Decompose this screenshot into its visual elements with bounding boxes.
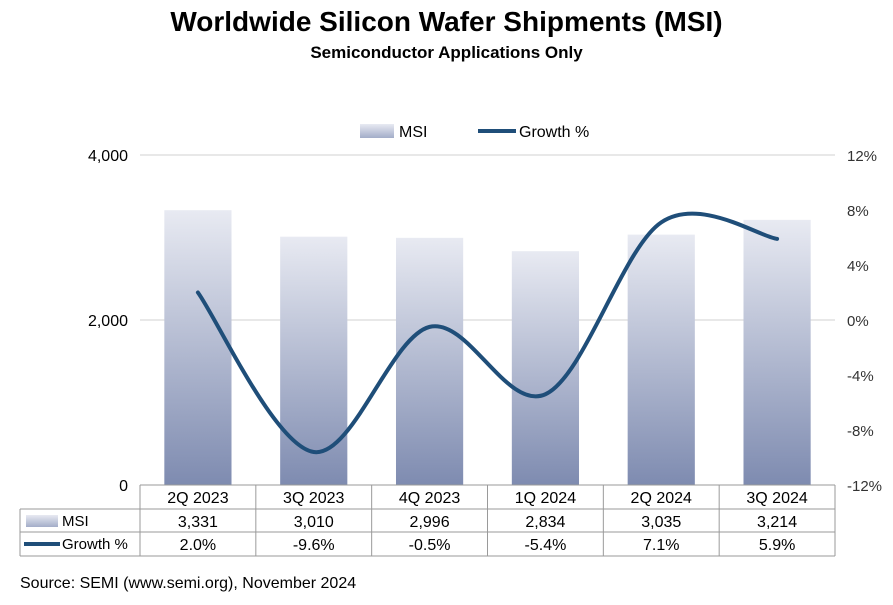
right-tick-label: -4%: [847, 368, 874, 385]
right-tick-label: 0%: [847, 313, 869, 330]
right-tick-label: 12%: [847, 148, 877, 165]
left-tick-label: 4,000: [88, 148, 128, 165]
legend-msi-label: MSI: [399, 124, 427, 141]
legend-growth-label: Growth %: [519, 124, 589, 141]
bar-msi: [627, 234, 695, 485]
table-cell-msi: 3,214: [757, 514, 797, 531]
category-label: 2Q 2024: [631, 490, 692, 507]
table-cell-growth: -0.5%: [409, 537, 451, 554]
chart-title: Worldwide Silicon Wafer Shipments (MSI): [170, 6, 723, 37]
left-tick-label: 0: [119, 478, 128, 495]
source-note: Source: SEMI (www.semi.org), November 20…: [20, 575, 357, 592]
category-label: 3Q 2023: [283, 490, 344, 507]
bar-msi: [743, 219, 811, 485]
right-tick-label: 8%: [847, 203, 869, 220]
table-row-label-growth: Growth %: [62, 536, 128, 553]
table-cell-growth: 5.9%: [759, 537, 795, 554]
bar-msi: [280, 236, 348, 485]
table-cell-growth: 7.1%: [643, 537, 679, 554]
right-tick-label: -8%: [847, 423, 874, 440]
right-tick-label: -12%: [847, 478, 882, 495]
table-cell-growth: -5.4%: [525, 537, 567, 554]
category-label: 3Q 2024: [746, 490, 807, 507]
bar-msi: [164, 210, 232, 485]
chart-subtitle: Semiconductor Applications Only: [310, 43, 583, 62]
table-cell-msi: 3,010: [294, 514, 334, 531]
bar-msi: [511, 251, 580, 485]
category-label: 4Q 2023: [399, 490, 460, 507]
table-cell-growth: 2.0%: [180, 537, 216, 554]
left-tick-label: 2,000: [88, 313, 128, 330]
table-row-label-msi: MSI: [62, 513, 89, 530]
table-cell-msi: 2,996: [410, 514, 450, 531]
category-label: 1Q 2024: [515, 490, 576, 507]
legend-msi-swatch: [360, 124, 394, 138]
right-tick-label: 4%: [847, 258, 869, 275]
table-cell-msi: 3,035: [641, 514, 681, 531]
table-cell-msi: 3,331: [178, 514, 218, 531]
table-cell-growth: -9.6%: [293, 537, 335, 554]
table-cell-msi: 2,834: [525, 514, 565, 531]
table-msi-swatch: [26, 515, 58, 527]
bar-msi: [395, 237, 464, 485]
category-label: 2Q 2023: [167, 490, 228, 507]
